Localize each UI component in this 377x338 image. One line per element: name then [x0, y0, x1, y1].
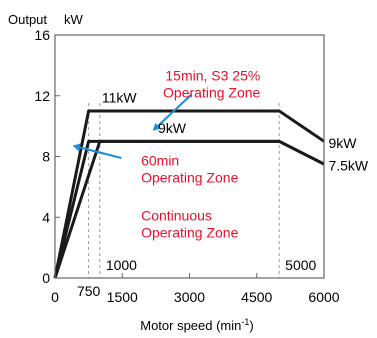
reference-lines	[88, 103, 280, 278]
arrows	[72, 93, 193, 159]
power-label: 9kW	[158, 120, 187, 136]
pointer-arrow	[72, 143, 122, 159]
power-label: 7.5kW	[328, 158, 368, 174]
x-tick-label: 4500	[241, 289, 272, 305]
ref-line-labels: 750 1000 5000	[77, 257, 317, 299]
x-ticks: 0 1500 3000 4500 6000	[51, 273, 340, 305]
pointer-arrow	[152, 93, 193, 131]
x-tick-label: 3000	[174, 289, 205, 305]
ref-line-label: 750	[77, 283, 101, 299]
power-label: 11kW	[102, 90, 138, 106]
power-label: 9kW	[328, 135, 357, 151]
y-ticks: 0 4 8 12 16	[34, 27, 60, 286]
zone-label: 15min, S3 25% Operating Zone	[163, 68, 260, 101]
ref-line-label: 5000	[285, 257, 316, 273]
x-axis-title: Motor speed (min-1)	[140, 317, 254, 333]
y-tick-label: 4	[42, 209, 50, 225]
x-tick-label: 1500	[107, 289, 138, 305]
y-axis-unit: kW	[64, 12, 84, 27]
y-axis-title: Output	[8, 12, 47, 27]
x-tick-label: 6000	[308, 289, 339, 305]
y-tick-label: 8	[42, 149, 50, 165]
series-lines	[53, 109, 325, 279]
y-tick-label: 16	[34, 27, 50, 43]
series-line	[53, 109, 325, 279]
series-line	[53, 139, 325, 279]
x-tick-label: 0	[51, 289, 59, 305]
y-tick-label: 12	[34, 88, 50, 104]
zone-label: Continuous Operating Zone	[141, 207, 238, 240]
zone-labels: 15min, S3 25% Operating Zone 60min Operatin…	[141, 68, 260, 241]
power-labels: 11kW 9kW 9kW 7.5kW	[102, 90, 369, 174]
ref-line-label: 1000	[106, 257, 137, 273]
y-tick-label: 0	[42, 270, 50, 286]
zone-label: 60min Operating Zone	[141, 153, 238, 186]
